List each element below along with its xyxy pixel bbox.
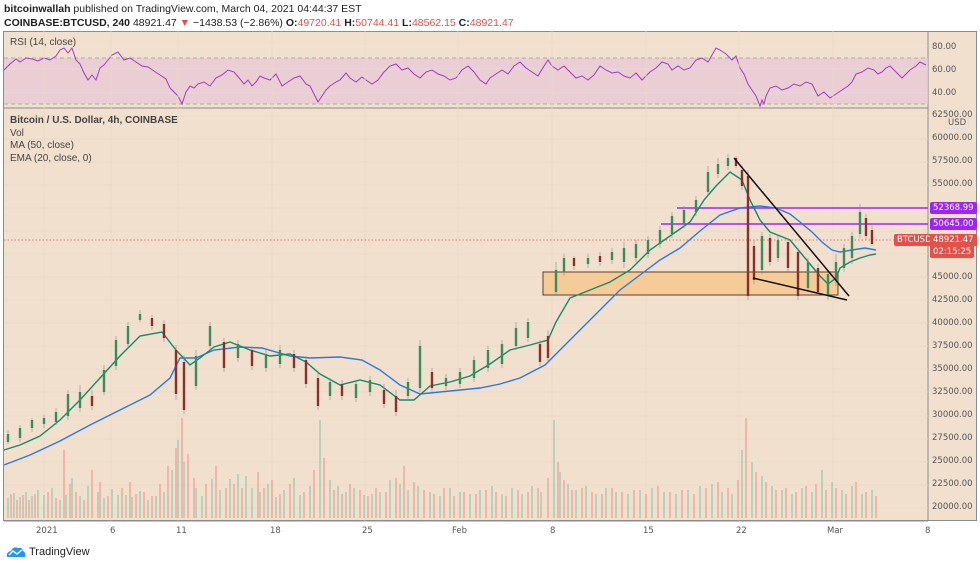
low-label: L:: [402, 17, 412, 29]
bar-countdown: 02:15:25: [930, 246, 975, 258]
current-price-tag: 48921.47: [930, 234, 977, 246]
high-value: 50744.41: [355, 17, 400, 29]
time-tick: 18: [270, 526, 281, 536]
price-tick: 27500.00: [932, 433, 973, 443]
publish-text: published on TradingView.com, March 04, …: [70, 3, 362, 15]
resistance-tag-50645: 50645.00: [930, 218, 977, 230]
footer-brand[interactable]: TradingView: [6, 546, 90, 558]
price-tick: 20000.00: [932, 502, 973, 512]
time-tick: 8: [550, 526, 556, 536]
wedge-upper-trendline[interactable]: [733, 157, 850, 297]
price-tick: 60000.00: [932, 133, 973, 143]
down-triangle-icon: ▼: [179, 17, 191, 29]
time-tick: 2021: [36, 526, 58, 536]
last-price: 48921.47: [132, 17, 177, 29]
price-tick: 37500.00: [932, 341, 973, 351]
resistance-tag-52368: 52368.99: [930, 202, 977, 214]
price-tick: 32500.00: [932, 387, 973, 397]
brand-name: TradingView: [29, 546, 90, 558]
price-tick: 35000.00: [932, 364, 973, 374]
legend-ma[interactable]: MA (50, close): [10, 140, 74, 151]
time-tick: Feb: [452, 526, 468, 536]
price-tick: 57500.00: [932, 156, 973, 166]
time-axis[interactable]: 2021 6 11 18 25 Feb 8 15 22 Mar 8: [4, 522, 931, 540]
symbol-tag: BTCUSD: [894, 234, 935, 246]
time-tick: Mar: [827, 526, 844, 536]
open-value: 49720.41: [297, 17, 342, 29]
ema-20-line: [3, 171, 877, 451]
ma-50-line: [3, 205, 877, 466]
price-tick: 55000.00: [932, 179, 973, 189]
price-axis[interactable]: 62500.00 USD 60000.00 57500.00 55000.00 …: [929, 108, 977, 521]
author-name[interactable]: bitcoinwallah: [4, 3, 71, 15]
time-tick: 11: [176, 526, 187, 536]
legend-symbol[interactable]: Bitcoin / U.S. Dollar, 4h, COINBASE: [10, 115, 178, 126]
price-tick: 62500.00: [932, 110, 973, 120]
rsi-axis-60: 60.00: [932, 65, 957, 75]
time-tick: 15: [643, 526, 654, 536]
publish-info: bitcoinwallah published on TradingView.c…: [4, 3, 362, 15]
rsi-axis-40: 40.00: [932, 88, 957, 98]
price-tick: 40000.00: [932, 318, 973, 328]
time-tick: 8: [925, 526, 931, 536]
symbol-ohlc-line: COINBASE:BTCUSD, 240 48921.47 ▼ −1438.53…: [4, 17, 514, 29]
rsi-pane: [3, 45, 928, 108]
time-tick: 22: [736, 526, 747, 536]
wedge-lower-trendline[interactable]: [752, 277, 848, 301]
rsi-axis-80: 80.00: [932, 42, 957, 52]
time-tick: 6: [110, 526, 116, 536]
price-tick: 45000.00: [932, 272, 973, 282]
legend-ema[interactable]: EMA (20, close, 0): [10, 152, 92, 164]
main-legend: Bitcoin / U.S. Dollar, 4h, COINBASE Vol …: [10, 115, 178, 165]
currency-label[interactable]: USD: [945, 117, 970, 129]
volume-bars: [7, 418, 877, 518]
price-tick: 22500.00: [932, 479, 973, 489]
symbol-name: COINBASE:BTCUSD, 240: [4, 17, 131, 29]
close-label: C:: [458, 17, 470, 29]
close-value: 48921.47: [469, 17, 514, 29]
low-value: 48562.15: [411, 17, 456, 29]
legend-volume[interactable]: Vol: [10, 127, 24, 139]
candlesticks: [6, 154, 874, 444]
price-change: −1438.53 (−2.86%): [193, 17, 283, 29]
price-tick: 30000.00: [932, 410, 973, 420]
price-tick: 25000.00: [932, 456, 973, 466]
tradingview-cloud-icon: [6, 547, 26, 557]
time-tick: 25: [362, 526, 373, 536]
open-label: O:: [285, 17, 298, 29]
price-tick: 42500.00: [932, 295, 973, 305]
high-label: H:: [344, 17, 356, 29]
grid-lines: [4, 31, 928, 521]
rsi-legend: RSI (14, close): [10, 37, 77, 48]
